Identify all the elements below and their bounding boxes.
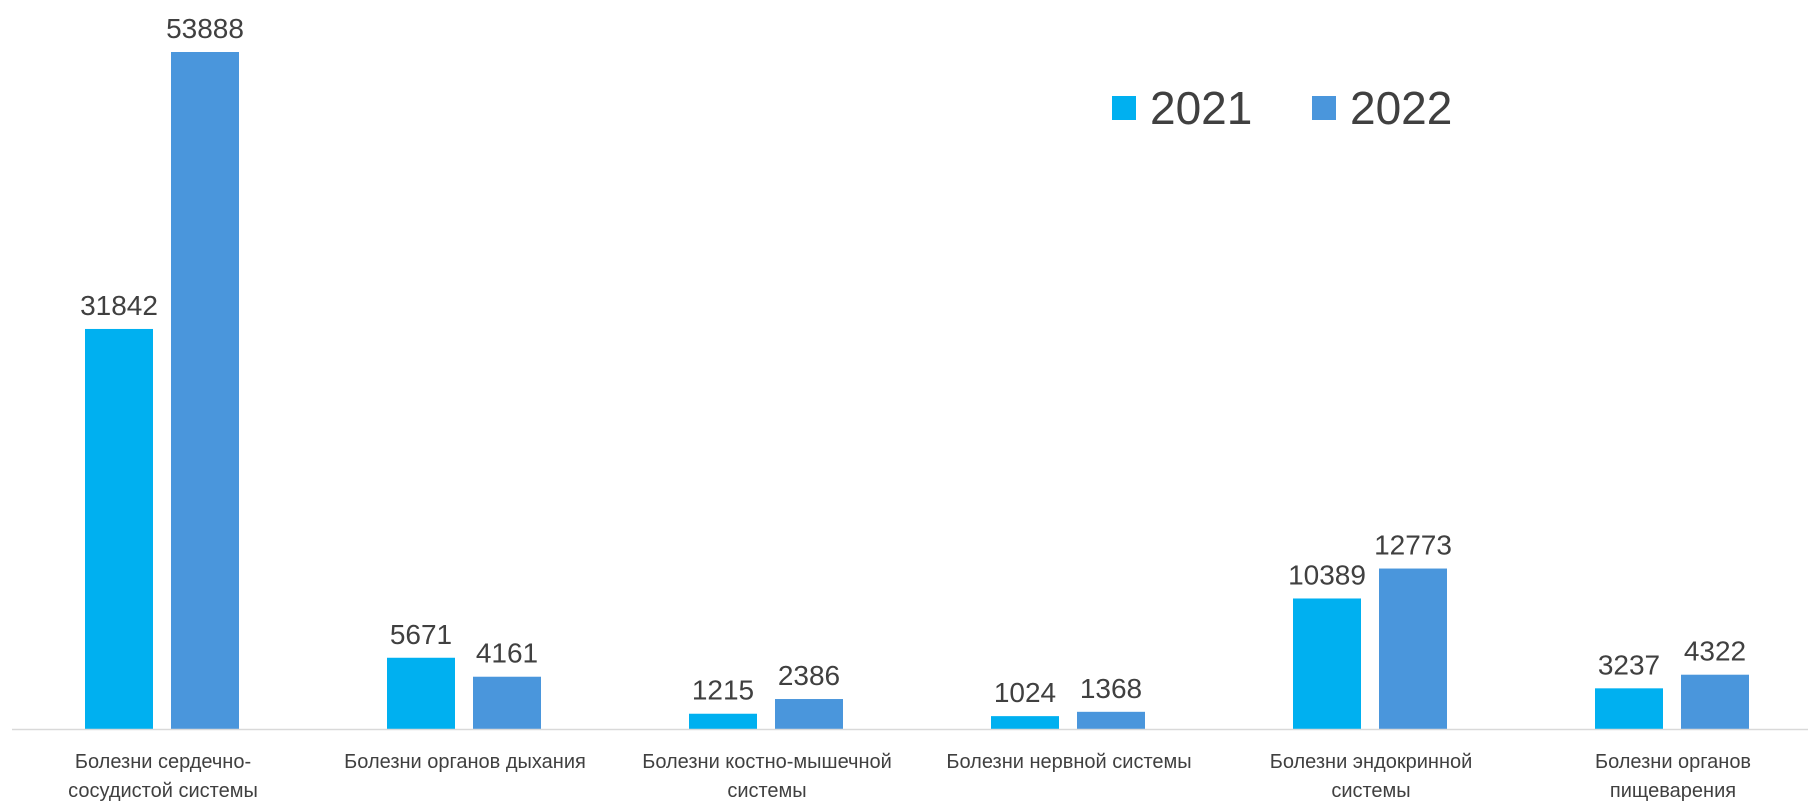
bar-2022-4 xyxy=(1379,568,1447,729)
bar-2022-5 xyxy=(1681,674,1749,729)
category-labels-layer: Болезни сердечно-сосудистой системыБолез… xyxy=(68,751,1751,802)
legend-swatch-2021 xyxy=(1112,96,1136,120)
data-label-2022-3: 1368 xyxy=(1080,673,1142,704)
category-label-line: сосудистой системы xyxy=(68,780,258,802)
bar-2022-3 xyxy=(1077,711,1145,729)
category-label-5: Болезни органов пищеварения xyxy=(1595,751,1751,802)
category-label-line: системы xyxy=(727,780,806,802)
category-label-line: Болезни сердечно- xyxy=(75,751,251,773)
data-label-2022-5: 4322 xyxy=(1684,636,1746,667)
bar-2022-2 xyxy=(775,699,843,729)
data-label-2021-5: 3237 xyxy=(1598,649,1660,680)
data-label-2022-0: 53888 xyxy=(166,13,244,44)
legend-label-2022: 2022 xyxy=(1350,82,1452,134)
category-label-line: пищеварения xyxy=(1610,780,1736,802)
bar-2021-3 xyxy=(991,716,1059,729)
category-label-line: Болезни органов xyxy=(1595,751,1751,773)
bar-2022-1 xyxy=(473,676,541,729)
bar-2021-0 xyxy=(85,328,153,729)
category-label-line: системы xyxy=(1331,780,1410,802)
category-label-1: Болезни органов дыхания xyxy=(344,751,586,773)
category-label-line: Болезни органов дыхания xyxy=(344,751,586,773)
bars-layer xyxy=(85,52,1749,729)
legend: 2021 2022 xyxy=(1112,82,1452,134)
category-label-line: Болезни нервной системы xyxy=(946,751,1191,773)
data-label-2022-2: 2386 xyxy=(778,660,840,691)
legend-label-2021: 2021 xyxy=(1150,82,1252,134)
category-label-line: Болезни костно-мышечной xyxy=(642,751,892,773)
category-label-4: Болезни эндокринной системы xyxy=(1270,751,1473,802)
category-label-2: Болезни костно-мышечной системы xyxy=(642,751,892,802)
category-label-line: Болезни эндокринной xyxy=(1270,751,1473,773)
data-label-2022-1: 4161 xyxy=(476,638,538,669)
bar-2021-2 xyxy=(689,713,757,729)
data-label-2021-1: 5671 xyxy=(390,619,452,650)
data-label-2021-4: 10389 xyxy=(1288,559,1366,590)
legend-swatch-2022 xyxy=(1312,96,1336,120)
bar-2021-5 xyxy=(1595,688,1663,729)
bar-2021-4 xyxy=(1293,598,1361,729)
data-label-2021-2: 1215 xyxy=(692,675,754,706)
category-label-3: Болезни нервной системы xyxy=(946,751,1191,773)
category-label-0: Болезни сердечно-сосудистой системы xyxy=(68,751,258,802)
bar-2022-0 xyxy=(171,52,239,729)
data-labels-layer: 31842 53888 5671 4161 1215 2386 1024 1368 10389 1… xyxy=(80,13,1746,708)
bar-2021-1 xyxy=(387,657,455,729)
data-label-2022-4: 12773 xyxy=(1374,530,1452,561)
data-label-2021-3: 1024 xyxy=(994,677,1056,708)
data-label-2021-0: 31842 xyxy=(80,290,158,321)
